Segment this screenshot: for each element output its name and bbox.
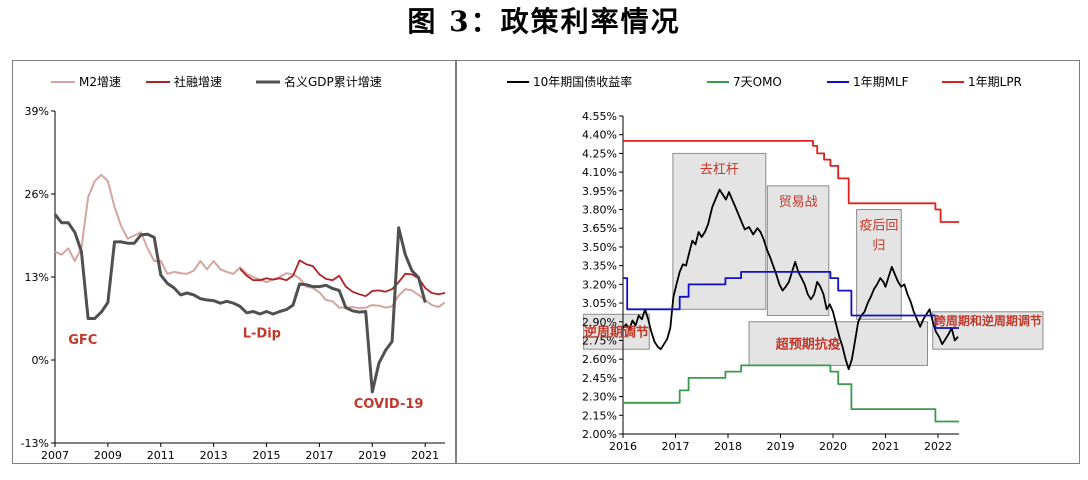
y-tick-label: 3.80% <box>582 204 617 217</box>
x-tick-label: 2013 <box>200 449 228 462</box>
y-tick-label: 26% <box>25 188 49 201</box>
event-box <box>672 152 767 310</box>
y-tick-label: 2.15% <box>582 409 617 422</box>
series-line <box>623 364 959 423</box>
x-tick-label: 2015 <box>253 449 281 462</box>
legend-label: 10年期国债收益率 <box>533 74 632 89</box>
y-tick-label: 3.65% <box>582 222 617 235</box>
event-box <box>766 185 830 317</box>
y-tick-label: 4.40% <box>582 129 617 142</box>
y-tick-label: 39% <box>25 105 49 118</box>
event-box <box>856 209 902 320</box>
event-label: 超预期抗疫 <box>776 337 841 353</box>
x-tick-label: 2017 <box>305 449 333 462</box>
y-tick-label: 4.55% <box>582 110 617 123</box>
event-annotation: GFC <box>68 333 97 348</box>
y-tick-label: 3.50% <box>582 241 617 254</box>
x-tick-label: 2019 <box>358 449 386 462</box>
legend-label: 名义GDP累计增速 <box>284 74 382 89</box>
y-tick-label: 3.95% <box>582 185 617 198</box>
event-label: 疫后回 <box>859 218 898 234</box>
y-tick-label: 13% <box>25 271 49 284</box>
left-chart: 39% 26% 13% 0% -13%2007 2009 2011 2013 2015 2017 2… <box>21 74 446 462</box>
x-tick-label: 2017 <box>662 440 690 453</box>
y-tick-label: 3.20% <box>582 278 617 291</box>
x-tick-label: 2018 <box>714 440 742 453</box>
y-tick-label: 4.25% <box>582 147 617 160</box>
event-box <box>748 321 928 366</box>
series-line <box>623 271 959 329</box>
y-tick-label: 2.00% <box>582 428 617 441</box>
x-tick-label: 2019 <box>767 440 795 453</box>
x-tick-label: 2011 <box>147 449 175 462</box>
y-tick-label: 0% <box>32 354 49 367</box>
figure-title: 图 3：政策利率情况 <box>407 5 681 38</box>
y-tick-label: 2.75% <box>582 334 617 347</box>
event-annotation: COVID-19 <box>354 397 424 412</box>
series-line <box>54 173 446 310</box>
x-tick-label: 2022 <box>924 440 952 453</box>
event-label: 逆周期调节 <box>584 325 649 341</box>
right-chart: 4.55% 4.40% 4.25% 4.10% 3.95% 3.80% 3.65% 3.50%… <box>507 74 1044 453</box>
series-line <box>53 213 427 394</box>
legend-label: 7天OMO <box>733 75 782 89</box>
x-tick-label: 2020 <box>819 440 847 453</box>
y-tick-label: 3.05% <box>582 297 617 310</box>
legend-label: 1年期MLF <box>853 75 909 89</box>
series-line <box>622 188 959 371</box>
legend-label: M2增速 <box>79 75 121 89</box>
y-tick-label: 2.45% <box>582 372 617 385</box>
y-tick-label: 2.30% <box>582 391 617 404</box>
x-tick-label: 2009 <box>94 449 122 462</box>
event-label: 归 <box>872 239 885 254</box>
series-line <box>623 140 959 223</box>
y-tick-label: 3.35% <box>582 260 617 273</box>
y-tick-label: -13% <box>21 437 49 450</box>
event-label: 去杠杆 <box>700 161 739 177</box>
legend-label: 1年期LPR <box>968 75 1022 89</box>
right-chart-panel: 4.55% 4.40% 4.25% 4.10% 3.95% 3.80% 3.65% 3.50%… <box>456 60 1080 464</box>
event-label: 跨周期和逆周期调节 <box>934 313 1042 328</box>
event-label: 贸易战 <box>779 195 818 210</box>
left-chart-panel: 39% 26% 13% 0% -13% 2007 2009 2011 2013 2015 2017 2… <box>12 60 456 464</box>
series-line <box>239 259 446 298</box>
y-tick-label: 2.90% <box>582 316 617 329</box>
x-tick-label: 2007 <box>41 449 69 462</box>
event-box <box>583 313 650 350</box>
x-tick-label: 2021 <box>411 449 439 462</box>
event-annotation: L-Dip <box>243 327 281 342</box>
legend-label: 社融增速 <box>174 74 222 89</box>
y-tick-label: 4.10% <box>582 166 617 179</box>
x-tick-label: 2016 <box>609 440 637 453</box>
x-tick-label: 2021 <box>872 440 900 453</box>
y-tick-label: 2.60% <box>582 353 617 366</box>
